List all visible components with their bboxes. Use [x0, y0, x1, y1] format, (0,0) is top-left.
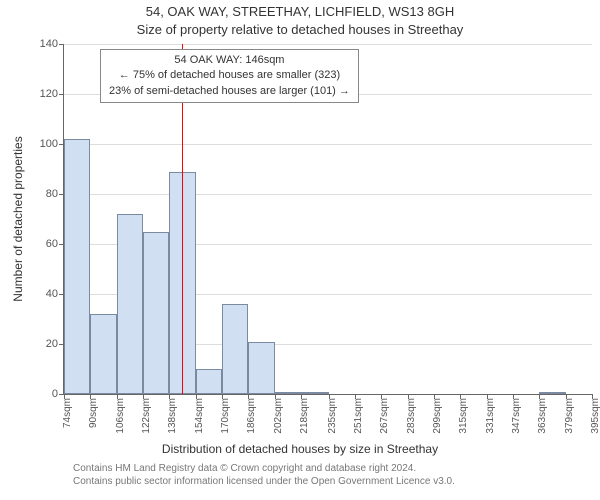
xtick-label: 106sqm: [115, 398, 126, 434]
xtick-label: 379sqm: [564, 398, 575, 434]
annotation-smaller: ← 75% of detached houses are smaller (32…: [109, 68, 350, 83]
xtick-label: 267sqm: [379, 398, 390, 434]
ytick-label: 140: [40, 38, 64, 50]
xtick-label: 202sqm: [273, 398, 284, 434]
ytick-label: 80: [46, 188, 64, 200]
histogram-bar: [301, 392, 329, 395]
xtick-label: 283sqm: [406, 398, 417, 434]
ytick-label: 20: [46, 338, 64, 350]
histogram-bar: [143, 232, 169, 395]
histogram-bar: [248, 342, 274, 395]
ytick-label: 60: [46, 238, 64, 250]
histogram-bar: [117, 214, 143, 394]
histogram-bar: [222, 304, 248, 394]
ytick-label: 100: [40, 138, 64, 150]
gridline: [64, 44, 592, 45]
gridline: [64, 194, 592, 195]
xtick-label: 122sqm: [141, 398, 152, 434]
xtick-label: 90sqm: [88, 398, 99, 428]
xtick-label: 154sqm: [194, 398, 205, 434]
xtick-label: 138sqm: [167, 398, 178, 434]
xtick-label: 218sqm: [299, 398, 310, 434]
histogram-bar: [539, 392, 565, 395]
xtick-label: 347sqm: [511, 398, 522, 434]
histogram-bar: [196, 369, 222, 394]
xtick-label: 170sqm: [220, 398, 231, 434]
xtick-label: 235sqm: [327, 398, 338, 434]
xtick-label: 186sqm: [246, 398, 257, 434]
xtick-label: 395sqm: [590, 398, 600, 434]
x-axis-label: Distribution of detached houses by size …: [0, 442, 600, 456]
attribution-line1: Contains HM Land Registry data © Crown c…: [73, 462, 455, 475]
histogram-bar: [64, 139, 90, 394]
property-size-chart: 54, OAK WAY, STREETHAY, LICHFIELD, WS13 …: [0, 0, 600, 500]
attribution-line2: Contains public sector information licen…: [73, 475, 455, 488]
xtick-label: 299sqm: [432, 398, 443, 434]
chart-title-address: 54, OAK WAY, STREETHAY, LICHFIELD, WS13 …: [0, 4, 600, 19]
xtick-label: 331sqm: [485, 398, 496, 434]
attribution-text: Contains HM Land Registry data © Crown c…: [73, 462, 455, 488]
ytick-label: 120: [40, 88, 64, 100]
annotation-property: 54 OAK WAY: 146sqm: [109, 53, 350, 68]
xtick-label: 363sqm: [537, 398, 548, 434]
gridline: [64, 144, 592, 145]
chart-title-description: Size of property relative to detached ho…: [0, 22, 600, 37]
xtick-label: 315sqm: [458, 398, 469, 434]
ytick-label: 40: [46, 288, 64, 300]
xtick-label: 74sqm: [62, 398, 73, 428]
histogram-bar: [90, 314, 116, 394]
annotation-box: 54 OAK WAY: 146sqm ← 75% of detached hou…: [100, 49, 359, 103]
histogram-bar: [275, 392, 301, 395]
xtick-label: 251sqm: [353, 398, 364, 434]
annotation-larger: 23% of semi-detached houses are larger (…: [109, 84, 350, 99]
y-axis-label: Number of detached properties: [11, 136, 25, 301]
